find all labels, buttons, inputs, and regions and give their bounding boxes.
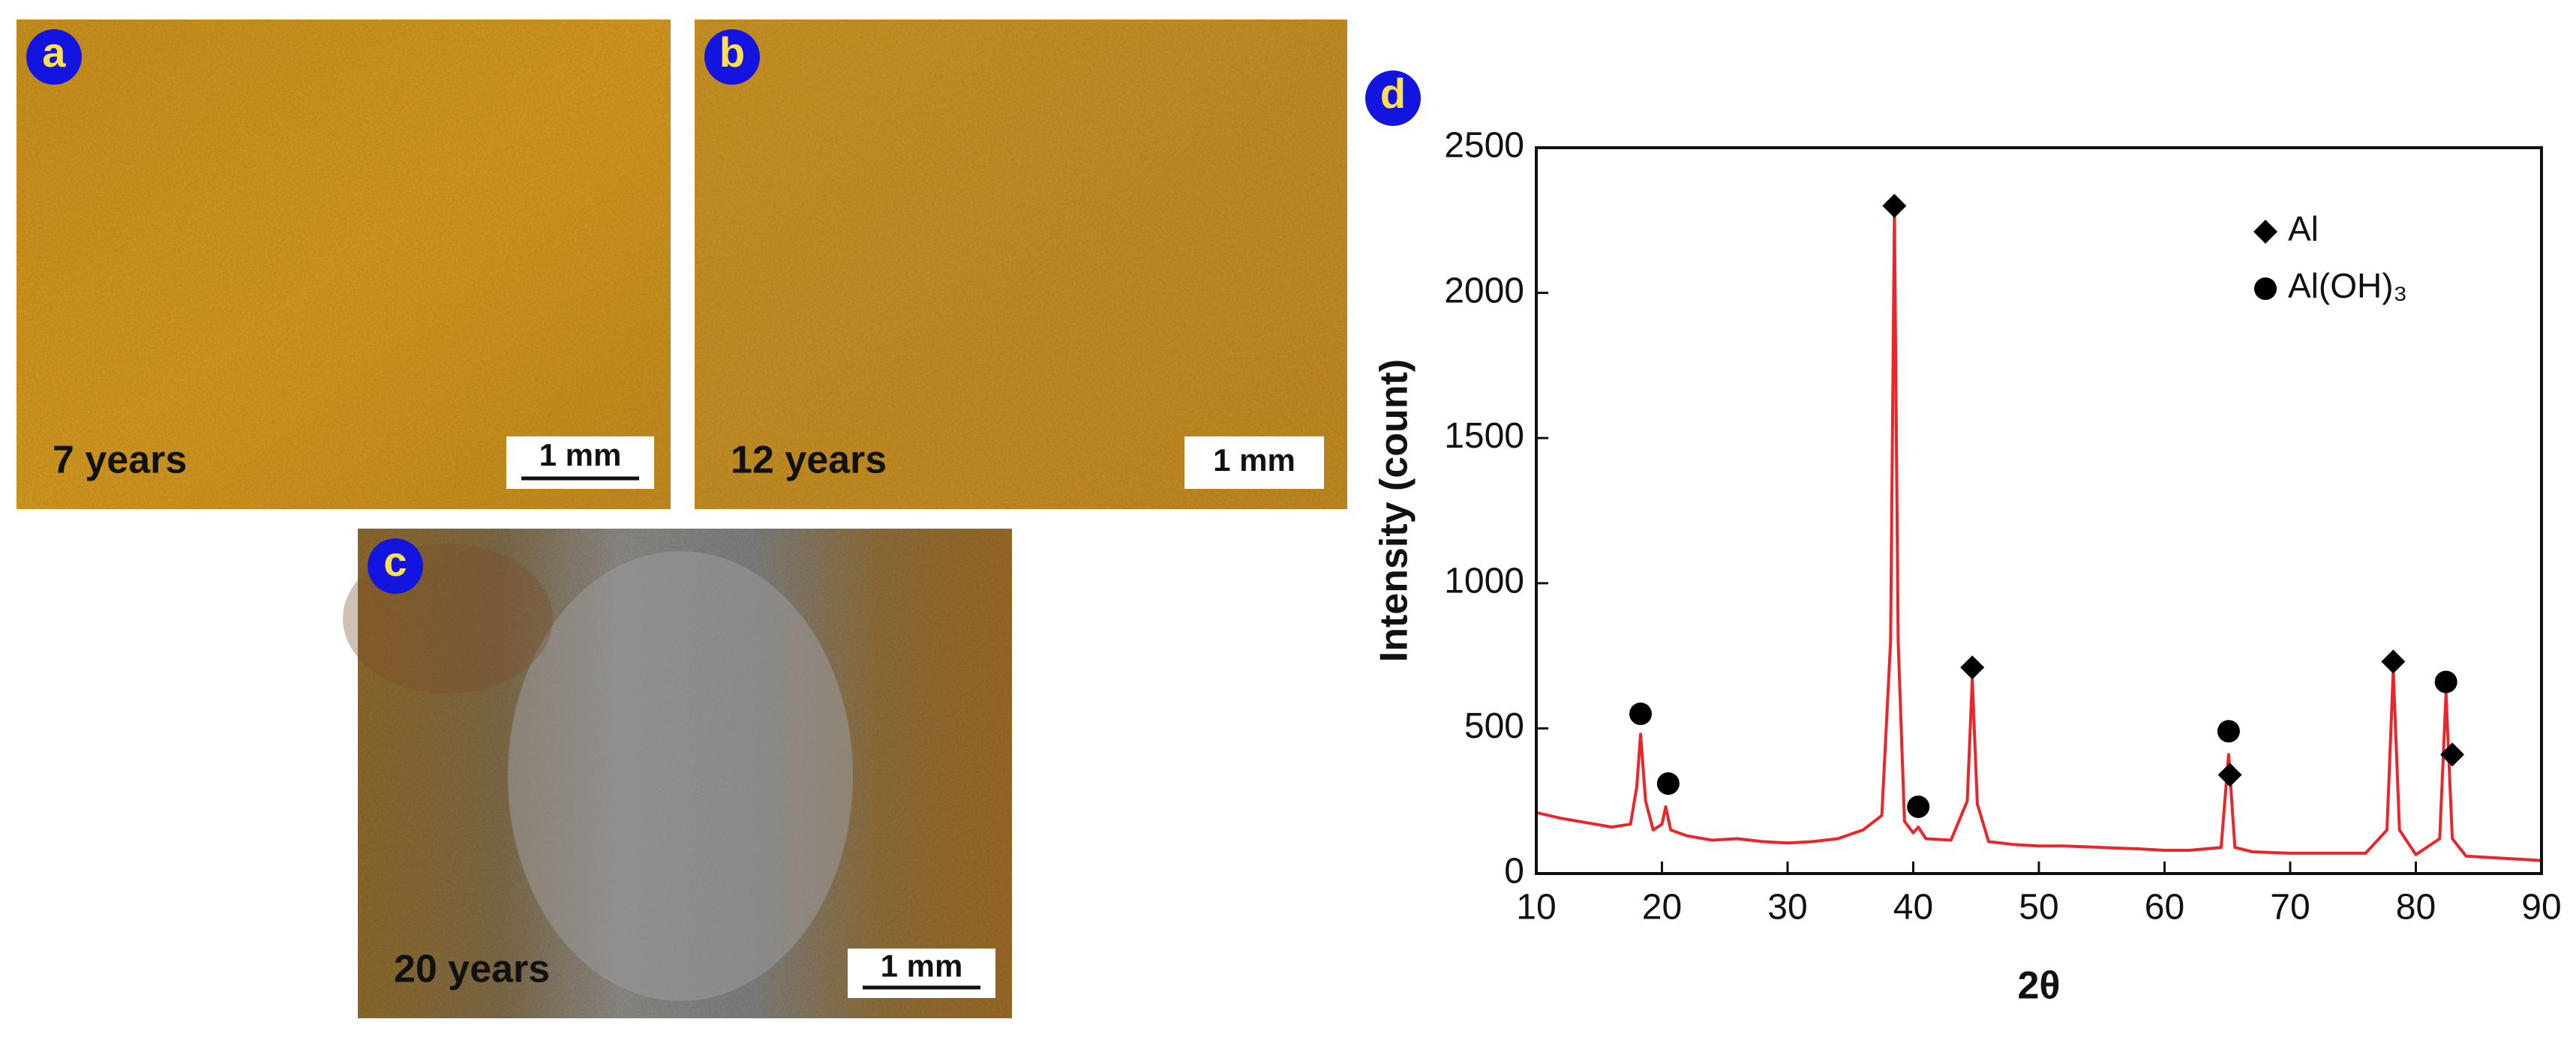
scale-bar-box (848, 949, 995, 998)
x-tick-label: 20 (1642, 888, 1682, 928)
panel-badge (704, 29, 760, 85)
y-axis-title: Intensity (count) (1373, 359, 1416, 662)
panel-badge (368, 538, 423, 594)
panel-caption: 20 years (394, 948, 550, 991)
y-tick-label: 1500 (1444, 416, 1524, 456)
photo (695, 19, 1347, 509)
plot-frame (1535, 146, 2543, 875)
x-tick-label: 30 (1767, 888, 1807, 928)
y-tick-label: 1000 (1444, 561, 1524, 601)
corrosion-patch (508, 551, 853, 1001)
xrd-trace (1536, 210, 2542, 862)
phase-marker (1882, 193, 1907, 218)
panel-caption: 12 years (731, 439, 887, 482)
x-tick-label: 70 (2270, 888, 2310, 928)
phase-marker (1960, 655, 1985, 680)
legend-label: Al (2288, 209, 2319, 248)
y-tick-label: 500 (1464, 706, 1524, 746)
photo (17, 19, 671, 509)
phase-marker (1629, 703, 1653, 726)
legend-symbol (2254, 277, 2277, 300)
legend-symbol (2253, 220, 2277, 244)
phase-marker (2440, 742, 2465, 767)
panel-label: c (383, 538, 407, 585)
panel-caption: 7 years (53, 439, 187, 482)
x-tick-label: 60 (2145, 888, 2184, 928)
phase-marker (2434, 670, 2457, 694)
x-tick-label: 50 (2019, 888, 2058, 928)
panel-badge (26, 29, 82, 85)
phase-marker (2217, 720, 2240, 743)
y-tick-label: 2000 (1444, 271, 1524, 310)
scale-bar-box (1184, 436, 1324, 489)
x-tick-label: 10 (1516, 888, 1556, 928)
panel-badge (1365, 70, 1421, 126)
legend-label: Al(OH)₃ (2288, 266, 2407, 305)
x-tick-label: 90 (2521, 888, 2561, 928)
panel-label: a (42, 28, 66, 76)
x-tick-label: 80 (2396, 888, 2436, 928)
scale-bar-label: 1 mm (539, 437, 622, 472)
panel-label: b (719, 28, 745, 76)
x-tick-label: 40 (1893, 888, 1933, 928)
panel-label: d (1380, 70, 1406, 117)
x-axis-title: 2θ (2017, 964, 2060, 1008)
phase-marker (2217, 763, 2242, 787)
phase-marker (2381, 649, 2406, 674)
y-tick-label: 2500 (1444, 126, 1524, 166)
phase-marker (1907, 795, 1930, 818)
phase-marker (1656, 772, 1680, 795)
y-tick-label: 0 (1504, 852, 1524, 892)
scale-bar-label: 1 mm (881, 948, 963, 983)
scale-bar-label: 1 mm (1213, 442, 1296, 478)
